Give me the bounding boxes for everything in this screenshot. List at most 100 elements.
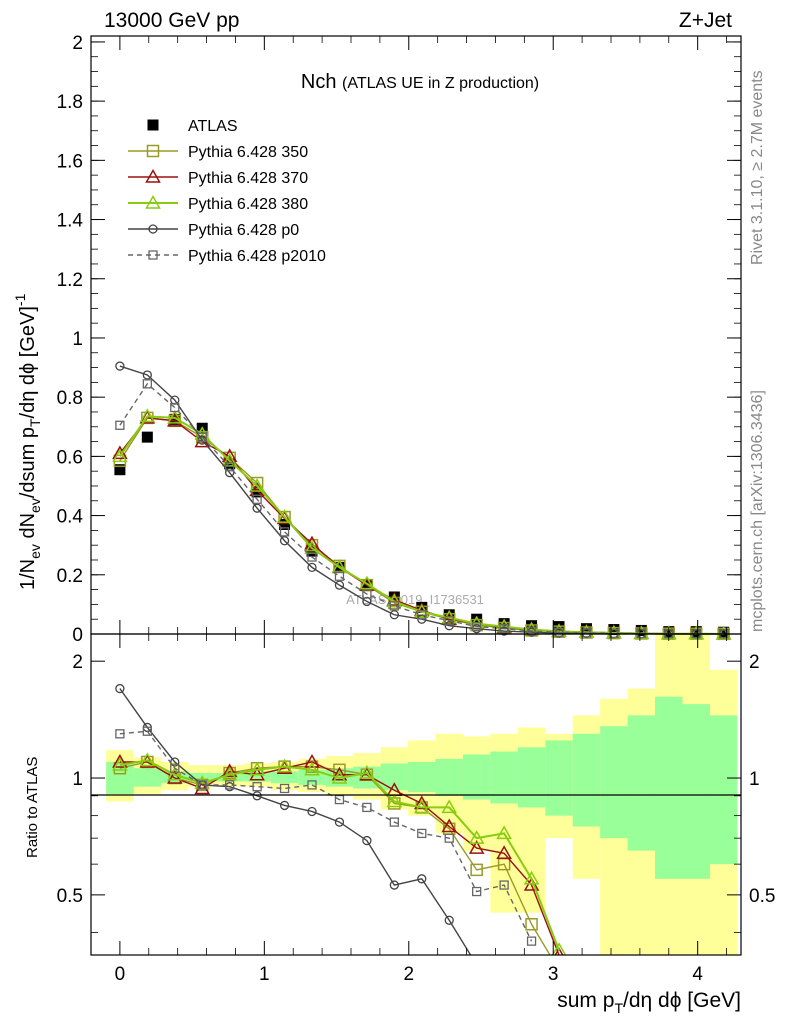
legend-label-p2010: Pythia 6.428 p2010 bbox=[188, 248, 326, 265]
legend-label-atlas: ATLAS bbox=[188, 118, 238, 135]
main-point-p0 bbox=[444, 621, 454, 631]
band-inner-bin bbox=[572, 733, 601, 827]
main-point-p2010 bbox=[444, 616, 454, 626]
main-point-p0 bbox=[225, 468, 235, 478]
ratio-point-p380 bbox=[249, 761, 265, 776]
ratio-point-p2010 bbox=[115, 729, 125, 739]
ratio-point-p350 bbox=[525, 918, 538, 931]
xtick-label: 0 bbox=[115, 964, 126, 985]
band-inner-bin bbox=[462, 754, 491, 800]
axis-ticks: 0 0.2 0.4 0.6 0.8 1 1.2 1.4 1.6 1.8 2 0.5 0.5 1 1 2 2 0 1 2… bbox=[57, 33, 776, 985]
main-ytick-label: 0.8 bbox=[57, 388, 83, 409]
main-ytick-label: 2 bbox=[72, 33, 83, 54]
band-inner-bin bbox=[298, 769, 326, 785]
main-ytick-label: 1.6 bbox=[57, 151, 83, 172]
ratio-ytick-label: 0.5 bbox=[57, 886, 83, 907]
ratio-point-p0 bbox=[389, 880, 399, 890]
ratio-point-p370 bbox=[249, 766, 265, 781]
ratio-point-p2010 bbox=[252, 782, 262, 792]
main-point-p0 bbox=[389, 610, 399, 620]
rivet-label: Rivet 3.1.10, ≥ 2.7M events bbox=[749, 70, 766, 265]
legend-label-p370: Pythia 6.428 370 bbox=[188, 170, 308, 187]
ratio-point-p370 bbox=[112, 753, 128, 768]
main-point-atlas bbox=[635, 624, 647, 636]
ratio-ytick-label: 2 bbox=[72, 652, 83, 673]
band-inner-bin bbox=[709, 715, 738, 865]
main-point-p0 bbox=[142, 370, 152, 380]
ratio-ytick-label-right: 0.5 bbox=[749, 886, 775, 907]
ratio-series-layer bbox=[112, 683, 567, 969]
ratio-point-p2010 bbox=[197, 780, 207, 790]
ratio-point-p2010 bbox=[142, 726, 152, 736]
ratio-point-p370 bbox=[554, 946, 564, 955]
title-sub: (ATLAS UE in Z production) bbox=[342, 75, 539, 92]
main-point-atlas bbox=[141, 431, 153, 443]
xtick-label: 1 bbox=[259, 964, 270, 985]
xlabel-sub-t: T bbox=[614, 1000, 623, 1016]
ratio-point-p2010 bbox=[417, 828, 427, 839]
main-point-p2010 bbox=[389, 601, 399, 611]
plot-title: Nch (ATLAS UE in Z production) bbox=[301, 71, 539, 93]
ratio-point-p2010 bbox=[472, 886, 482, 897]
ratio-point-p2010 bbox=[499, 880, 509, 890]
ratio-ytick-label-right: 2 bbox=[749, 652, 760, 673]
ratio-point-p0 bbox=[473, 961, 481, 969]
ratio-line-p0 bbox=[119, 688, 472, 955]
main-point-p2010 bbox=[472, 621, 482, 632]
main-point-p380 bbox=[386, 593, 403, 608]
legend-marker-p380 bbox=[145, 194, 161, 209]
ratio-xlabel: sum pT/dη dϕ [GeV] bbox=[557, 989, 741, 1016]
ratio-point-p0 bbox=[444, 915, 454, 925]
main-point-atlas bbox=[279, 518, 291, 530]
process-label: Z+Jet bbox=[679, 9, 732, 32]
legend-marker-p350 bbox=[146, 144, 160, 158]
main-point-p380 bbox=[359, 575, 375, 590]
ratio-point-p370 bbox=[304, 753, 320, 768]
main-point-p380 bbox=[688, 625, 705, 640]
ratio-point-p370 bbox=[331, 766, 348, 781]
xlabel-end: /dη dϕ [GeV] bbox=[623, 989, 741, 1012]
band-inner-bin bbox=[133, 768, 162, 787]
ratio-point-p370 bbox=[166, 770, 183, 784]
main-point-p0 bbox=[115, 361, 125, 371]
main-point-p380 bbox=[276, 509, 293, 523]
main-point-p2010 bbox=[252, 494, 262, 504]
main-ytick-label: 1.8 bbox=[57, 92, 83, 113]
band-inner-bin bbox=[380, 763, 409, 791]
ratio-point-p380 bbox=[496, 825, 512, 840]
main-point-p2010 bbox=[499, 624, 509, 634]
ratio-point-p0 bbox=[362, 835, 372, 846]
main-point-p2010 bbox=[526, 626, 537, 636]
ratio-point-p370 bbox=[413, 795, 430, 810]
ratio-point-p2010 bbox=[444, 833, 454, 843]
main-point-p0 bbox=[334, 580, 345, 590]
main-point-p2010 bbox=[334, 571, 345, 581]
ratio-line-p380 bbox=[119, 759, 560, 951]
main-point-p2010 bbox=[142, 379, 152, 389]
main-point-p380 bbox=[112, 448, 128, 463]
main-ytick-label: 1.4 bbox=[57, 211, 84, 232]
ratio-point-p0 bbox=[252, 791, 262, 801]
ratio-line-p370 bbox=[119, 761, 560, 955]
ratio-point-p380 bbox=[276, 758, 293, 773]
main-point-p0 bbox=[252, 503, 262, 513]
ratio-point-p2010 bbox=[389, 817, 399, 827]
ratio-point-p350 bbox=[470, 863, 483, 877]
main-point-p350 bbox=[305, 538, 319, 552]
mcplots-label: mcplots.cern.ch [arXiv:1306.3436] bbox=[749, 390, 766, 632]
main-point-atlas bbox=[416, 601, 428, 613]
band-inner-bin bbox=[408, 761, 436, 793]
title-main: Nch bbox=[301, 71, 337, 93]
main-point-atlas bbox=[690, 626, 702, 638]
ratio-point-p2010 bbox=[170, 763, 180, 773]
ratio-point-p0 bbox=[417, 874, 427, 884]
ylabel-sub-ev: ev bbox=[27, 544, 43, 559]
ratio-frame bbox=[90, 633, 742, 956]
main-ylabel: 1/Nev dNev/dsum pT/dη dϕ [GeV]-1 bbox=[12, 293, 43, 590]
band-inner-bin bbox=[682, 704, 710, 879]
band-inner-bin bbox=[435, 758, 463, 796]
ratio-point-p380 bbox=[304, 761, 320, 776]
main-point-p2010 bbox=[225, 462, 235, 472]
ratio-point-p380 bbox=[523, 870, 540, 885]
